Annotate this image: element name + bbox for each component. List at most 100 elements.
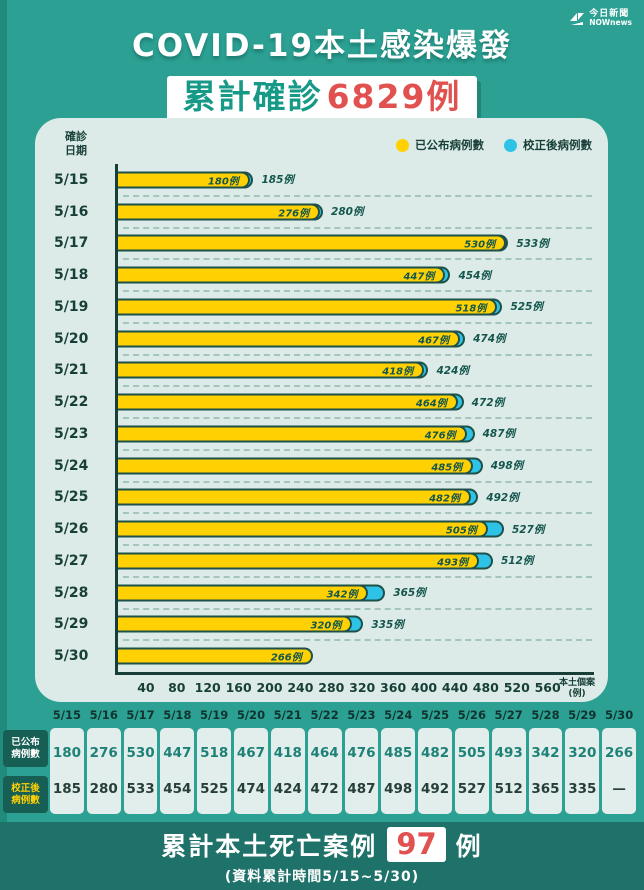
table-column-5-29: 5/29 320 335 [565,708,600,814]
bar-cell: 418例 424例 [115,354,594,387]
chart-legend: 已公布病例數 校正後病例數 [396,137,592,153]
chart-row-5-18: 5/18 447例 454例 [51,259,594,292]
chart-row-5-20: 5/20 467例 474例 [51,322,594,356]
announced-bar: 485例 [118,457,474,475]
chart-row-5-17: 5/17 530例 533例 [51,227,594,260]
bar-cell: 276例 280例 [115,195,594,229]
announced-value-label: 518例 [455,303,487,315]
x-axis: 本土個案 (例) 40 80 120 160 200 240 280 320 360 400 440… [51,672,595,702]
bar-cell: 476例 487例 [115,418,594,451]
table-cell: 276 280 [86,728,121,814]
legend-label: 已公布病例數 [415,138,484,152]
bar-cell: 530例 533例 [115,227,594,260]
announced-bar: 418例 [118,361,425,379]
row-date-label: 5/17 [54,235,89,252]
row-date-label: 5/22 [54,394,89,411]
row-date-label: 5/30 [54,648,89,665]
corrected-value-label: 185例 [261,174,294,187]
row-date-label: 5/25 [54,489,89,506]
announced-bar: 530例 [118,234,507,252]
bar-cell: 485例 498例 [115,449,594,483]
y-axis-label: 確診日期 [65,130,87,158]
chart-row-5-29: 5/29 320例 335例 [51,608,594,641]
announced-bar: 518例 [118,298,498,316]
table-cell: 180 185 [50,728,84,814]
table-row-label-corrected: 校正後病例數 [3,776,48,813]
table-date-header: 5/24 [384,708,413,722]
chart-row-5-30: 5/30 266例 [51,640,594,672]
announced-bar: 482例 [118,488,471,506]
bar-cell: 464例 472例 [115,386,594,419]
announced-bar: 493例 [118,552,480,570]
corrected-value-label: 365例 [393,587,426,600]
announced-count: 467 [236,745,266,761]
x-tick-360: 360 [380,680,407,695]
row-date-label: 5/21 [54,362,89,379]
announced-count: 518 [200,745,229,761]
announced-count: 476 [347,745,376,761]
announced-count: 418 [273,745,302,761]
chart-row-5-27: 5/27 493例 512例 [51,545,594,578]
bar-cell: 266例 [115,640,594,672]
announced-count: 180 [52,745,81,761]
row-date-label: 5/19 [54,298,89,315]
cumulative-confirmed-label: 累計確診 [182,77,323,116]
bar-cell: 493例 512例 [115,545,594,578]
announced-value-label: 485例 [431,462,463,474]
nownews-logo: 今日新聞 NOWnews [569,9,632,27]
chart-row-5-21: 5/21 418例 424例 [51,354,594,387]
table-column-5-21: 5/21 418 424 [270,708,305,814]
announced-value-label: 342例 [326,589,358,601]
table-cell: 266 — [602,728,636,814]
chart-row-5-25: 5/25 482例 492例 [51,481,594,514]
table-date-header: 5/23 [347,708,376,722]
table-row-labels: 已公布病例數 校正後病例數 [3,708,48,814]
announced-count: 530 [126,745,155,761]
announced-value-label: 505例 [445,525,477,537]
table-cell: 493 512 [491,728,526,814]
announced-count: 505 [457,745,486,761]
chart-panel: 確診日期 已公布病例數 校正後病例數 5/15 180例 185例 5/16 276例 28… [35,118,608,702]
bar-cell: 518例 525例 [115,291,594,324]
nownews-flag-icon [570,12,585,25]
table-date-header: 5/21 [273,708,302,722]
logo-line1: 今日新聞 [589,9,630,19]
table-column-5-17: 5/17 530 533 [123,708,158,814]
row-date-label: 5/29 [54,616,89,633]
corrected-count: 280 [89,781,118,797]
cumulative-confirmed-unit: 例 [426,77,462,116]
chart-row-5-22: 5/22 464例 472例 [51,386,594,419]
table-column-5-20: 5/20 467 474 [234,708,268,814]
deaths-number: 97 [387,827,446,862]
x-tick-560: 560 [534,680,561,695]
announced-count: 464 [310,745,339,761]
corrected-count: 487 [347,781,376,797]
x-tick-240: 240 [287,680,314,695]
announced-value-label: 493例 [437,557,469,569]
row-date-label: 5/18 [54,267,89,284]
row-date-label: 5/27 [54,552,89,569]
table-columns: 5/15 180 185 5/16 276 280 5/17 530 533 5/18 447 454… [50,708,636,814]
table-column-5-25: 5/25 482 492 [418,708,452,814]
announced-count: 482 [420,745,450,761]
bar-cell: 342例 365例 [115,576,594,610]
row-date-label: 5/16 [54,203,89,220]
announced-value-label: 266例 [270,652,302,664]
deaths-label: 累計本土死亡案例 [161,831,378,861]
table-cell: 342 365 [528,728,563,814]
x-tick-440: 440 [441,680,468,695]
announced-bar: 320例 [118,615,353,633]
table-cell: 320 335 [565,728,600,814]
table-cell: 482 492 [418,728,452,814]
announced-value-label: 464例 [415,398,447,410]
legend-item-announced: 已公布病例數 [396,137,484,153]
chart-row-5-24: 5/24 485例 498例 [51,449,594,483]
bar-cell: 482例 492例 [115,481,594,514]
x-tick-120: 120 [194,680,221,695]
announced-count: 485 [384,745,413,761]
announced-value-label: 467例 [418,335,449,347]
table-date-header: 5/18 [163,708,192,722]
corrected-value-label: 533例 [516,237,549,250]
x-tick-160: 160 [225,680,252,695]
table-cell: 530 533 [123,728,158,814]
